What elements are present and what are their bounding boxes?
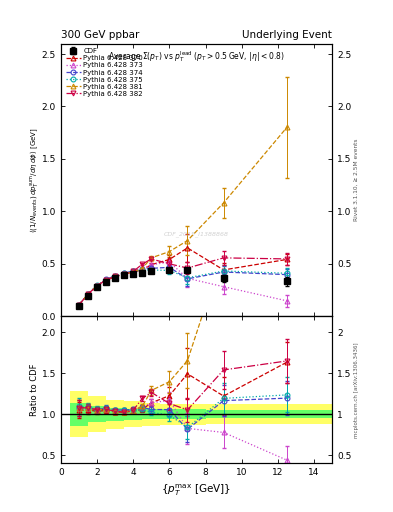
Pythia 6.428 373: [140, 266, 145, 272]
Pythia 6.428 370: [86, 291, 90, 297]
Pythia 6.428 375: [167, 267, 172, 273]
Line: Pythia 6.428 375: Pythia 6.428 375: [77, 267, 289, 307]
Pythia 6.428 370: [77, 302, 81, 308]
Pythia 6.428 375: [104, 276, 108, 283]
X-axis label: $\{p_T^\mathrm{max}\ [\mathrm{GeV}]\}$: $\{p_T^\mathrm{max}\ [\mathrm{GeV}]\}$: [162, 483, 231, 498]
Pythia 6.428 373: [149, 262, 154, 268]
Pythia 6.428 373: [131, 268, 136, 274]
Pythia 6.428 375: [77, 302, 81, 308]
Y-axis label: $\langle(1/N_\mathrm{events})\,dp_T^\mathrm{sum}/d\eta\,d\phi\rangle$ [GeV]: $\langle(1/N_\mathrm{events})\,dp_T^\mat…: [28, 127, 40, 232]
Pythia 6.428 375: [95, 283, 99, 289]
Line: Pythia 6.428 382: Pythia 6.428 382: [77, 255, 289, 307]
Pythia 6.428 373: [285, 298, 289, 304]
Text: CDF_2015_I1388868: CDF_2015_I1388868: [164, 231, 229, 237]
Pythia 6.428 382: [95, 283, 99, 289]
Text: Average $\Sigma(p_T)$ vs $p_T^\mathrm{lead}$ ($p_T > 0.5\,\mathrm{GeV},\,|\eta| : Average $\Sigma(p_T)$ vs $p_T^\mathrm{le…: [108, 49, 285, 64]
Pythia 6.428 374: [185, 276, 190, 282]
Y-axis label: Ratio to CDF: Ratio to CDF: [30, 364, 39, 416]
Pythia 6.428 370: [149, 262, 154, 268]
Pythia 6.428 382: [221, 255, 226, 261]
Pythia 6.428 370: [104, 278, 108, 284]
Pythia 6.428 382: [185, 265, 190, 271]
Pythia 6.428 382: [122, 271, 127, 277]
Pythia 6.428 381: [140, 265, 145, 271]
Pythia 6.428 381: [95, 283, 99, 289]
Pythia 6.428 381: [113, 273, 118, 280]
Pythia 6.428 375: [140, 267, 145, 273]
Pythia 6.428 381: [285, 124, 289, 131]
Pythia 6.428 373: [113, 273, 118, 279]
Pythia 6.428 382: [285, 256, 289, 262]
Pythia 6.428 382: [77, 302, 81, 308]
Pythia 6.428 370: [131, 269, 136, 275]
Pythia 6.428 370: [167, 257, 172, 263]
Pythia 6.428 370: [285, 257, 289, 263]
Pythia 6.428 370: [122, 271, 127, 277]
Pythia 6.428 382: [167, 261, 172, 267]
Pythia 6.428 381: [221, 200, 226, 206]
Pythia 6.428 374: [122, 270, 127, 276]
Pythia 6.428 370: [221, 267, 226, 273]
Pythia 6.428 381: [86, 291, 90, 297]
Pythia 6.428 381: [122, 271, 127, 277]
Pythia 6.428 374: [113, 272, 118, 279]
Pythia 6.428 375: [86, 291, 90, 297]
Pythia 6.428 381: [104, 277, 108, 283]
Pythia 6.428 373: [167, 259, 172, 265]
Legend: CDF, Pythia 6.428 370, Pythia 6.428 373, Pythia 6.428 374, Pythia 6.428 375, Pyt: CDF, Pythia 6.428 370, Pythia 6.428 373,…: [64, 47, 144, 98]
Line: Pythia 6.428 373: Pythia 6.428 373: [77, 260, 289, 307]
Pythia 6.428 373: [104, 277, 108, 283]
Pythia 6.428 375: [285, 270, 289, 276]
Pythia 6.428 381: [185, 238, 190, 244]
Pythia 6.428 374: [221, 269, 226, 275]
Pythia 6.428 381: [77, 302, 81, 308]
Line: Pythia 6.428 374: Pythia 6.428 374: [77, 265, 289, 307]
Pythia 6.428 382: [131, 268, 136, 274]
Pythia 6.428 374: [131, 268, 136, 274]
Pythia 6.428 373: [185, 275, 190, 282]
Pythia 6.428 374: [95, 283, 99, 289]
Line: Pythia 6.428 370: Pythia 6.428 370: [77, 245, 289, 308]
Pythia 6.428 382: [104, 277, 108, 283]
Pythia 6.428 375: [122, 270, 127, 276]
Pythia 6.428 375: [221, 268, 226, 274]
Text: 300 GeV ppbar: 300 GeV ppbar: [61, 30, 139, 40]
Pythia 6.428 373: [86, 291, 90, 297]
Pythia 6.428 375: [131, 268, 136, 274]
Pythia 6.428 373: [221, 284, 226, 290]
Pythia 6.428 381: [167, 248, 172, 254]
Pythia 6.428 375: [185, 275, 190, 281]
Pythia 6.428 382: [86, 291, 90, 297]
Pythia 6.428 373: [77, 302, 81, 308]
Pythia 6.428 381: [149, 255, 154, 261]
Pythia 6.428 374: [140, 266, 145, 272]
Y-axis label: Rivet 3.1.10, ≥ 2.5M events: Rivet 3.1.10, ≥ 2.5M events: [354, 139, 359, 221]
Pythia 6.428 373: [122, 270, 127, 276]
Pythia 6.428 374: [77, 302, 81, 308]
Pythia 6.428 374: [285, 271, 289, 278]
Pythia 6.428 373: [95, 283, 99, 289]
Pythia 6.428 370: [185, 245, 190, 251]
Pythia 6.428 375: [113, 273, 118, 279]
Pythia 6.428 382: [113, 273, 118, 280]
Pythia 6.428 374: [86, 291, 90, 297]
Text: Underlying Event: Underlying Event: [242, 30, 332, 40]
Pythia 6.428 370: [95, 283, 99, 289]
Pythia 6.428 370: [113, 274, 118, 280]
Pythia 6.428 382: [140, 261, 145, 267]
Pythia 6.428 374: [104, 276, 108, 283]
Line: Pythia 6.428 381: Pythia 6.428 381: [77, 125, 289, 307]
Pythia 6.428 381: [131, 269, 136, 275]
Pythia 6.428 375: [149, 267, 154, 273]
Pythia 6.428 370: [140, 267, 145, 273]
Pythia 6.428 382: [149, 256, 154, 262]
Pythia 6.428 374: [167, 264, 172, 270]
Pythia 6.428 374: [149, 265, 154, 271]
Y-axis label: mcplots.cern.ch [arXiv:1306.3436]: mcplots.cern.ch [arXiv:1306.3436]: [354, 342, 359, 438]
